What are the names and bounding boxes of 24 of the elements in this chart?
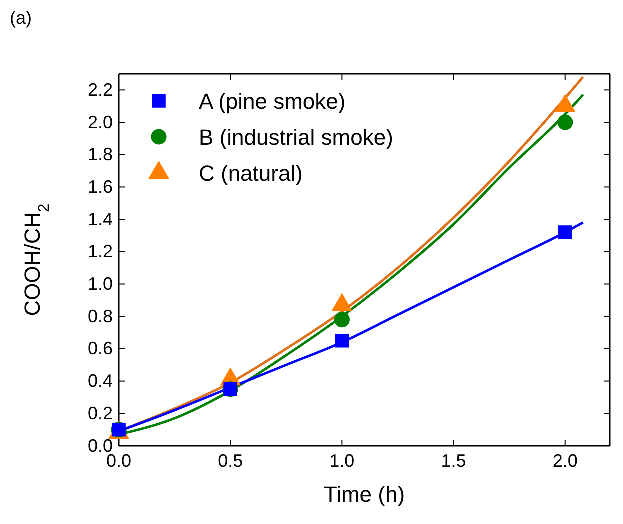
y-tick-label: 0.8 [88, 306, 113, 326]
x-axis-title: Time (h) [324, 482, 406, 507]
y-tick-label: 2.2 [88, 80, 113, 100]
x-tick-label: 1.5 [441, 450, 466, 471]
point [335, 334, 350, 348]
y-tick-label: 1.4 [88, 209, 113, 230]
y-tick-label: 1.0 [88, 274, 113, 294]
x-tick-label: 2.0 [552, 450, 578, 471]
legend-label: B (industrial smoke) [199, 125, 394, 150]
y-tick-label: 1.8 [88, 144, 113, 165]
point [334, 312, 350, 328]
y-tick-label: 1.6 [88, 176, 113, 197]
y-tick-label: 2.0 [88, 112, 113, 132]
x-tick-label: 0.5 [218, 450, 244, 471]
y-tick-label: 0.6 [88, 338, 113, 359]
y-tick-label: 0.2 [88, 403, 113, 424]
point [558, 114, 574, 130]
point [558, 226, 572, 240]
text: (a) [10, 8, 32, 28]
legend-label: C (natural) [199, 161, 303, 186]
legend-label: A (pine smoke) [199, 89, 346, 114]
y-tick-label: 0.4 [88, 371, 113, 392]
y-tick-label: 1.2 [88, 242, 113, 262]
x-tick-label: 1.0 [330, 450, 355, 471]
